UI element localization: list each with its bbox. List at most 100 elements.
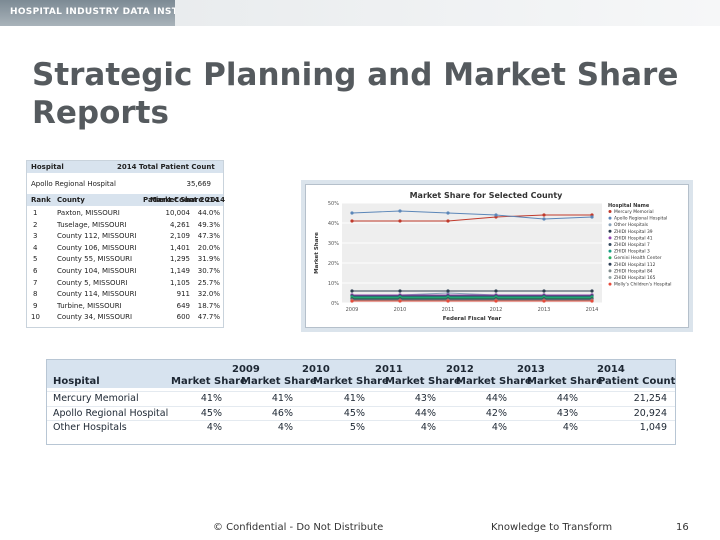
county-table-rank: 4 xyxy=(33,243,38,252)
county-table-county: Tuselage, MISSOURI xyxy=(57,220,127,229)
county-table-share: 49.3% xyxy=(197,220,220,229)
county-table-share: 47.3% xyxy=(197,232,220,241)
chart-point xyxy=(590,289,594,293)
header-bar: HOSPITAL INDUSTRY DATA INSTITUTE xyxy=(0,0,720,26)
header-band xyxy=(175,0,720,26)
market-share-table-year: 2011 xyxy=(375,364,403,375)
chart-point xyxy=(398,289,402,293)
county-table-share: 18.7% xyxy=(197,301,220,310)
market-share-table-cell: 20,924 xyxy=(633,407,667,419)
chart-point xyxy=(542,213,546,217)
chart-legend-label: ZHIDI Hospital 84 xyxy=(614,268,653,274)
market-share-table-cell: 43% xyxy=(414,393,436,404)
chart-point xyxy=(494,299,498,303)
chart-point xyxy=(350,289,354,293)
county-table-rank: 8 xyxy=(33,290,38,299)
table-row-separator xyxy=(47,405,675,407)
county-table-patients: 649 xyxy=(176,301,190,310)
chart-legend-marker xyxy=(608,282,612,286)
chart-legend-label: Apollo Regional Hospital xyxy=(614,216,667,222)
chart-point xyxy=(590,299,594,303)
chart-x-tick: 2011 xyxy=(442,307,455,313)
chart-point xyxy=(446,219,450,223)
market-share-table-cell: 4% xyxy=(562,422,578,433)
county-table-county: Turbine, MISSOURI xyxy=(57,301,122,310)
market-share-table-cell: 45% xyxy=(343,407,365,419)
chart-point xyxy=(446,289,450,293)
chart-point xyxy=(494,289,498,293)
county-table-rank: 3 xyxy=(33,232,38,241)
chart-legend-marker xyxy=(608,236,612,240)
county-table-county: County 34, MISSOURI xyxy=(57,313,133,322)
market-share-table-cell: 44% xyxy=(556,393,578,404)
market-share-table-hospital: Apollo Regional Hospital xyxy=(53,407,169,419)
chart-x-tick: 2013 xyxy=(538,307,551,313)
county-table-col-rank: Rank xyxy=(31,196,51,204)
chart-point xyxy=(494,213,498,217)
market-share-table-cell: 41% xyxy=(271,393,293,404)
chart-legend-label: ZHIDI Hospital 165 xyxy=(614,275,656,281)
county-table-patients: 1,149 xyxy=(169,267,190,275)
chart-x-tick: 2014 xyxy=(586,307,599,313)
county-table-rank: 5 xyxy=(33,255,38,264)
market-share-table-subheader: Market Share xyxy=(456,376,532,387)
market-share-table-cell: 41% xyxy=(200,393,222,404)
market-share-table-subheader: Patient Count xyxy=(598,376,676,387)
county-table-header-band xyxy=(27,161,223,173)
county-table-patients: 1,401 xyxy=(169,243,190,252)
chart-point xyxy=(350,211,354,215)
county-table-rank: 9 xyxy=(33,301,38,310)
chart-series-line xyxy=(351,210,593,220)
market-share-table-cell: 1,049 xyxy=(639,422,667,433)
county-table-share: 30.7% xyxy=(197,267,220,275)
market-share-table-year: 2012 xyxy=(446,364,474,375)
market-share-table-cell: 44% xyxy=(414,407,436,419)
chart-legend-marker xyxy=(608,269,612,273)
chart-x-tick: 2010 xyxy=(394,307,407,313)
market-share-table-year: 2010 xyxy=(302,364,330,375)
chart-legend-marker xyxy=(608,216,612,220)
chart-legend-marker xyxy=(608,249,612,253)
county-table-county: County 114, MISSOURI xyxy=(57,290,137,299)
chart-legend-label: Molly's Children's Hospital xyxy=(614,282,671,288)
chart-point xyxy=(590,215,594,219)
county-table-share: 44.0% xyxy=(197,209,220,217)
table-row-separator xyxy=(47,391,675,392)
county-table-patients: 911 xyxy=(176,290,190,299)
county-table-share: 20.0% xyxy=(197,243,220,252)
county-table-patients: 4,261 xyxy=(169,220,190,229)
county-table-patients: 600 xyxy=(176,313,190,322)
chart-y-tick: 20% xyxy=(328,261,339,267)
chart-point xyxy=(350,219,354,223)
chart-y-tick: 30% xyxy=(328,241,339,247)
table-row-separator xyxy=(47,420,675,421)
market-share-table-cell: 45% xyxy=(200,407,222,419)
chart-legend-marker xyxy=(608,276,612,279)
county-table-county: County 112, MISSOURI xyxy=(57,232,137,241)
market-share-table-cell: 5% xyxy=(349,422,365,433)
chart-point xyxy=(542,217,546,221)
county-table-share: 31.9% xyxy=(197,255,220,264)
county-table-hospital-count: 35,669 xyxy=(186,180,212,188)
chart-legend-label: Other Hospitals xyxy=(614,222,649,228)
county-table-county: County 104, MISSOURI xyxy=(57,267,137,275)
county-table-patients: 1,295 xyxy=(169,255,190,264)
chart-y-tick: 40% xyxy=(328,221,339,227)
chart-x-label: Federal Fiscal Year xyxy=(443,316,502,322)
county-table-share: 32.0% xyxy=(197,290,220,299)
county-table-column-band xyxy=(27,194,223,206)
chart-legend-marker xyxy=(608,210,612,213)
market-share-table-year: 2014 xyxy=(597,364,625,375)
brand-label: HOSPITAL INDUSTRY DATA INSTITUTE xyxy=(10,7,209,17)
chart-x-tick: 2012 xyxy=(490,307,503,313)
chart-point xyxy=(446,299,450,303)
chart-point xyxy=(398,299,402,303)
market-share-table-year: 2013 xyxy=(517,364,545,375)
market-share-table-subheader: Market Share xyxy=(171,376,247,387)
page-number: 16 xyxy=(676,522,689,533)
chart-point xyxy=(350,299,354,303)
market-share-table-cell: 44% xyxy=(485,393,507,404)
county-table-rank: 2 xyxy=(33,220,38,229)
market-share-table-subheader: Market Share xyxy=(385,376,461,387)
chart-legend-label: Mercury Memorial xyxy=(614,209,654,215)
